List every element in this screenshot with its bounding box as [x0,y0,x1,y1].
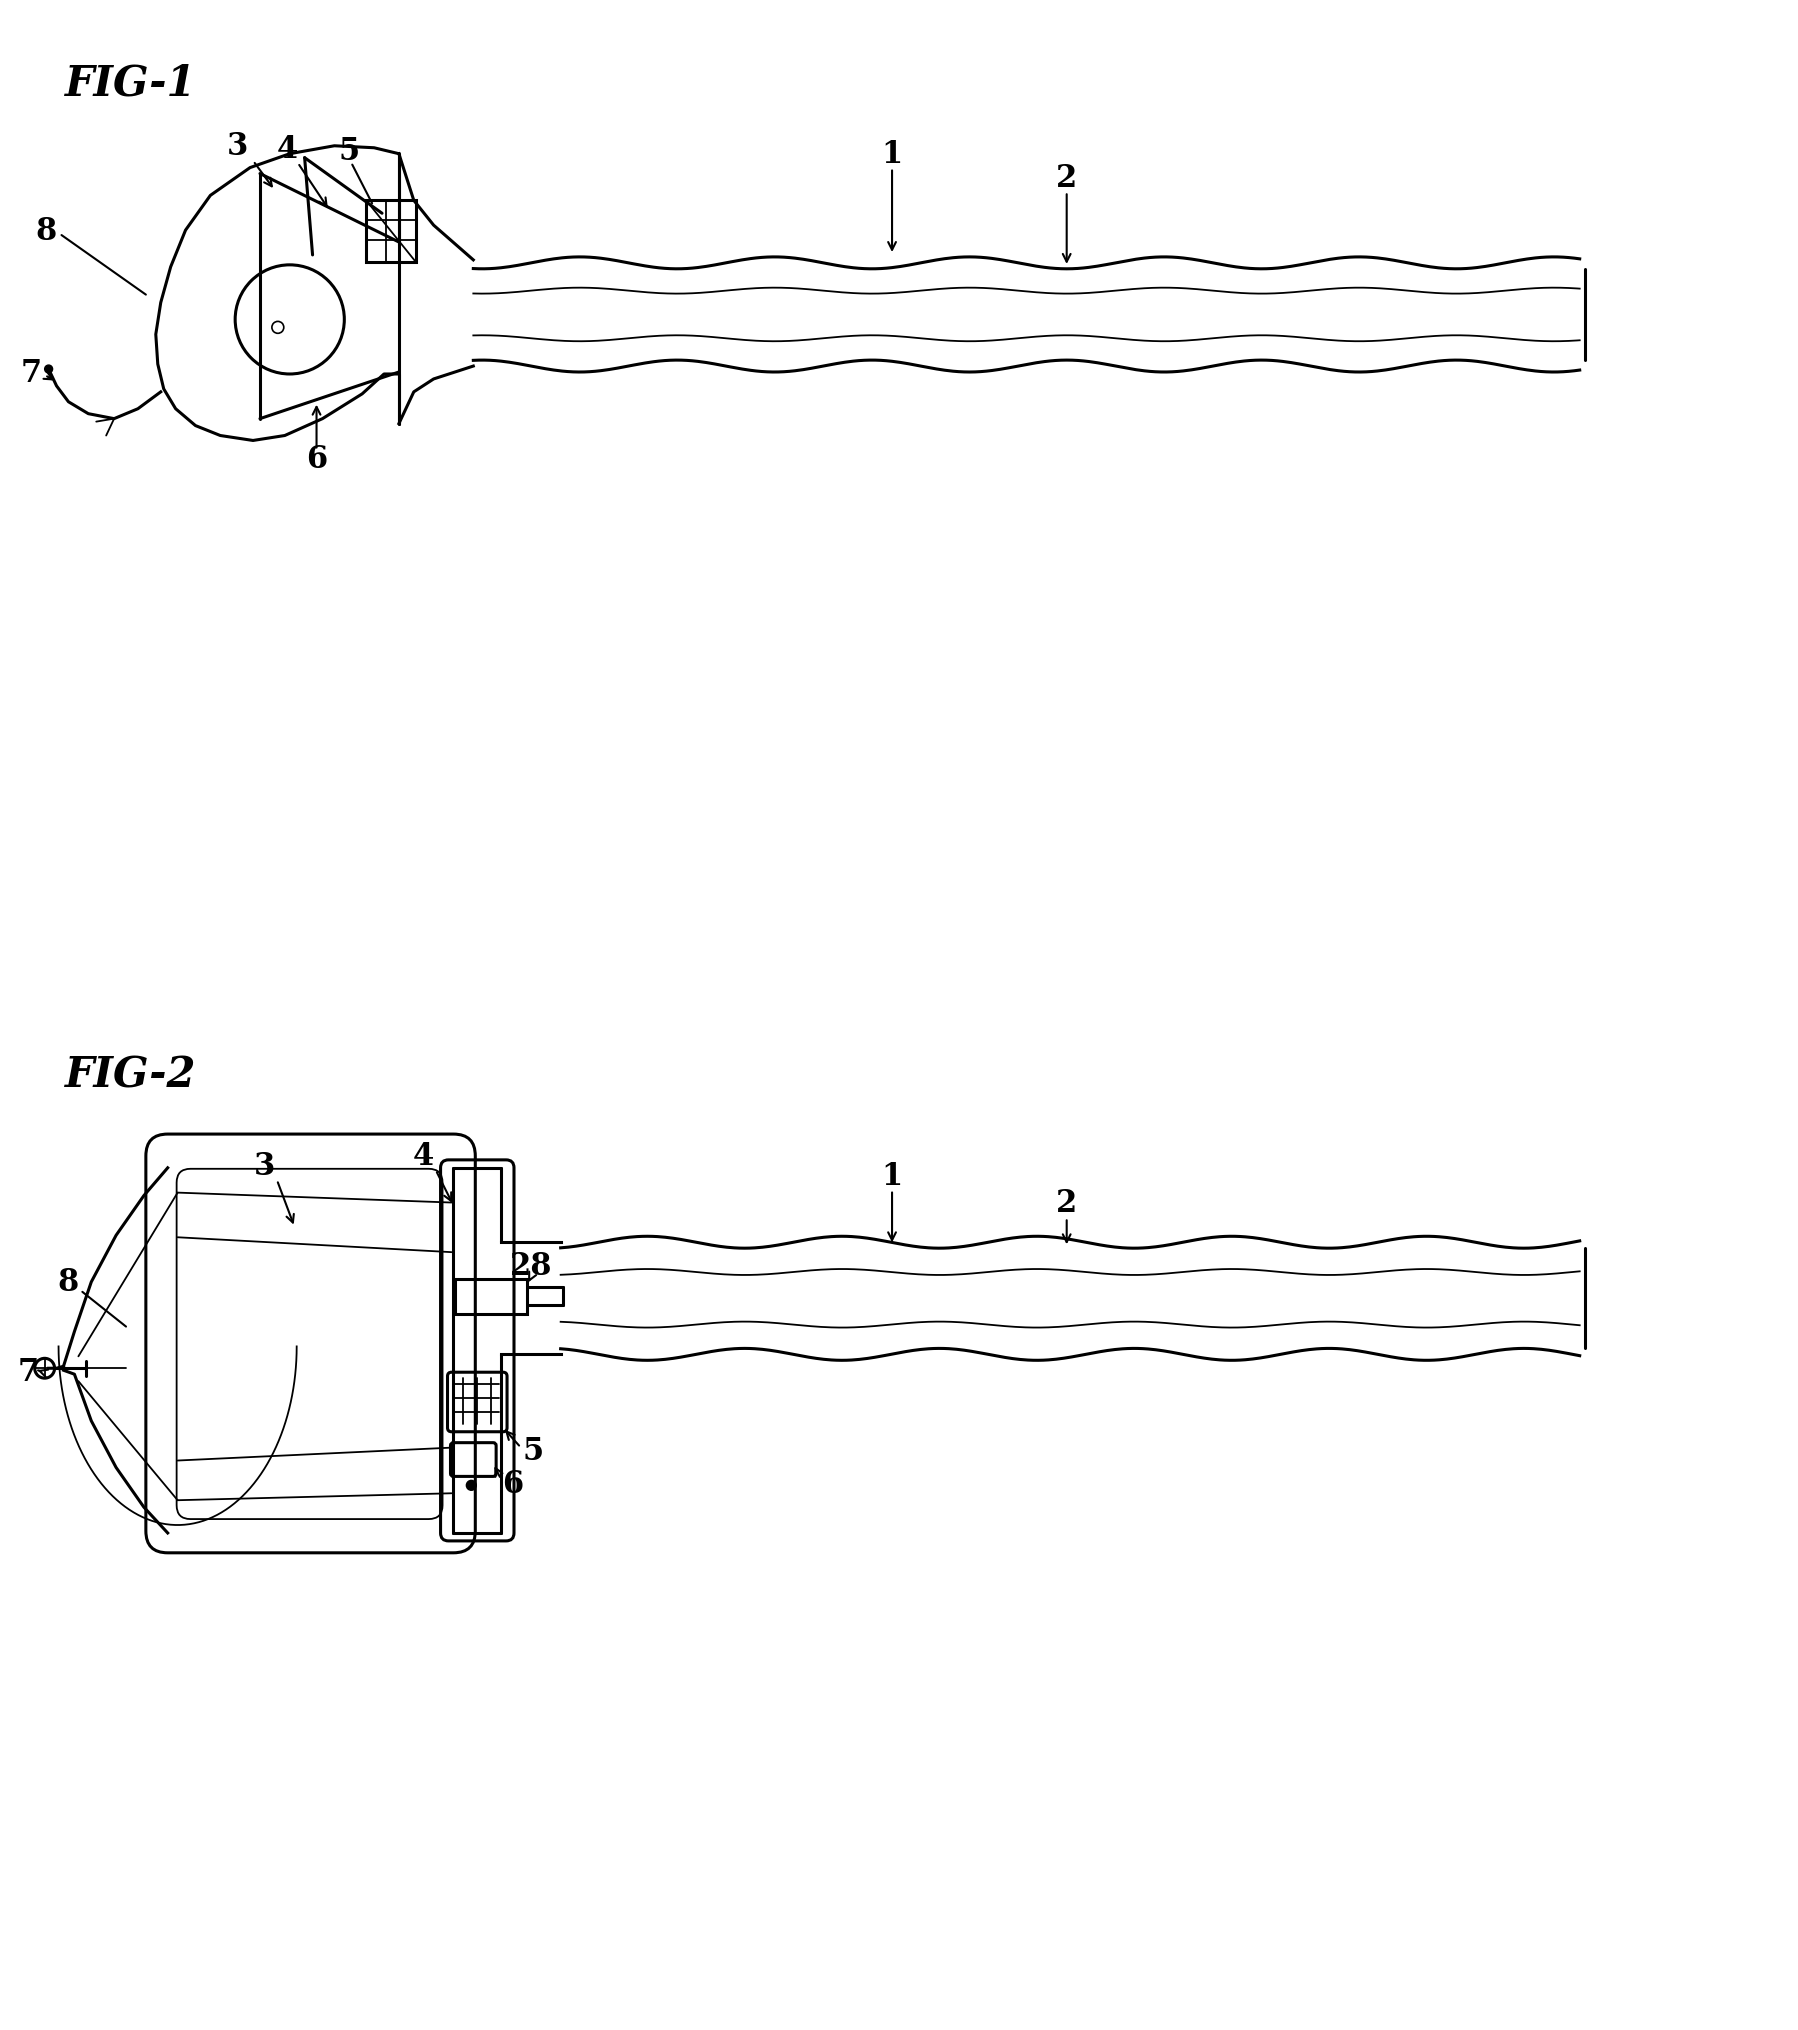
Text: 6: 6 [502,1468,523,1498]
Text: 6: 6 [306,445,327,475]
Text: 2: 2 [1055,1188,1077,1218]
Text: 2: 2 [1055,162,1077,195]
Text: 8: 8 [36,215,56,246]
Text: 1: 1 [881,140,903,171]
Text: 4: 4 [414,1141,435,1171]
Text: 8: 8 [58,1267,79,1297]
Text: 7: 7 [20,357,41,388]
Circle shape [466,1480,476,1490]
Bar [455,1279,527,1313]
Bar [367,201,415,262]
Text: FIG-2: FIG-2 [65,1054,196,1096]
Text: 4: 4 [277,134,298,164]
Text: 1: 1 [881,1161,903,1192]
Text: 7: 7 [18,1356,40,1386]
Text: 5: 5 [338,136,360,166]
Text: 3: 3 [227,132,248,162]
Circle shape [45,365,52,374]
Text: FIG-1: FIG-1 [65,63,196,104]
Text: 28: 28 [509,1250,552,1281]
Text: 5: 5 [521,1435,543,1466]
Text: 3: 3 [254,1151,275,1181]
